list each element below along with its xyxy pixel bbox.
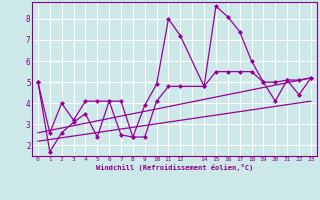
X-axis label: Windchill (Refroidissement éolien,°C): Windchill (Refroidissement éolien,°C)	[96, 164, 253, 171]
